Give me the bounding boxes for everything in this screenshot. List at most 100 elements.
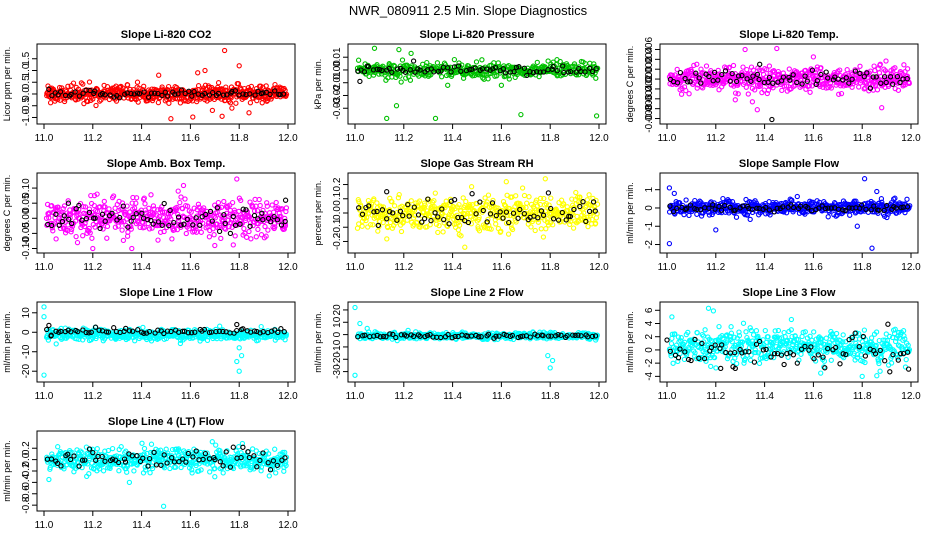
data-point xyxy=(216,328,223,334)
panel-3: Slope Li-820 Temp.degrees C per min.11.0… xyxy=(625,29,921,144)
data-point xyxy=(389,69,395,75)
data-point xyxy=(188,209,194,215)
data-point xyxy=(814,64,821,70)
data-point xyxy=(744,66,750,73)
data-point xyxy=(582,69,588,75)
data-point xyxy=(519,185,526,191)
x-tick-label: 11.0 xyxy=(658,262,677,273)
data-point xyxy=(165,93,171,99)
data-point xyxy=(384,216,390,222)
data-point xyxy=(674,80,681,86)
data-point xyxy=(538,226,544,232)
data-point xyxy=(164,328,171,334)
data-point xyxy=(739,72,745,79)
data-point xyxy=(120,237,127,244)
data-point xyxy=(111,325,117,331)
x-tick-label: 12.0 xyxy=(278,391,298,402)
data-point xyxy=(484,219,490,225)
panel-title: Slope Sample Flow xyxy=(739,158,840,170)
data-point xyxy=(480,222,487,228)
data-point xyxy=(354,225,361,231)
outlier-point xyxy=(202,67,208,74)
data-point xyxy=(68,226,75,233)
outlier-point xyxy=(41,314,47,320)
data-point xyxy=(209,89,216,96)
data-point xyxy=(269,202,275,208)
data-point xyxy=(864,70,870,76)
panel-frame xyxy=(36,43,296,125)
y-tick-label: -4 xyxy=(644,371,655,380)
data-point xyxy=(263,233,269,239)
data-point xyxy=(103,329,110,335)
outlier-point xyxy=(545,352,551,359)
data-point xyxy=(564,333,570,339)
x-tick-label: 11.2 xyxy=(706,262,725,273)
y-tick-label: 1 xyxy=(644,186,655,192)
data-point xyxy=(403,75,409,81)
outlier-point xyxy=(769,116,775,123)
data-point xyxy=(140,324,146,331)
data-point xyxy=(268,219,274,225)
data-point xyxy=(99,211,106,217)
data-point xyxy=(448,69,454,75)
y-tick-label: -0.05 xyxy=(21,222,32,245)
data-point xyxy=(135,99,141,105)
data-point xyxy=(195,201,202,207)
data-point xyxy=(424,332,431,339)
data-point xyxy=(787,77,793,83)
data-point xyxy=(703,63,710,69)
data-point xyxy=(587,65,593,71)
x-tick-label: 11.6 xyxy=(492,262,511,273)
data-point xyxy=(904,76,910,82)
outlier-point xyxy=(234,358,240,365)
panel-title: Slope Line 2 Flow xyxy=(431,287,524,299)
y-tick-label: -2 xyxy=(644,358,655,367)
data-point xyxy=(258,323,264,330)
outlier-point xyxy=(732,97,738,103)
data-point xyxy=(272,327,278,333)
y-tick-label: 0 xyxy=(644,205,655,211)
data-point xyxy=(79,217,85,223)
data-point xyxy=(819,203,825,209)
panel-title: Slope Gas Stream RH xyxy=(420,158,533,170)
data-point xyxy=(673,342,680,348)
data-point xyxy=(846,80,852,86)
data-point xyxy=(533,69,540,75)
data-point xyxy=(884,202,890,209)
outlier-point xyxy=(393,103,400,109)
data-point xyxy=(228,219,234,226)
data-point xyxy=(422,202,428,208)
data-point xyxy=(145,94,152,100)
data-point xyxy=(503,73,509,79)
data-point xyxy=(356,205,362,211)
data-point xyxy=(545,58,551,64)
data-point xyxy=(126,328,133,334)
data-point xyxy=(142,224,148,230)
data-point xyxy=(802,73,808,79)
data-point xyxy=(476,216,482,223)
data-point xyxy=(195,83,202,89)
data-point xyxy=(169,96,176,102)
data-point xyxy=(397,73,403,79)
data-point xyxy=(161,200,167,207)
data-point xyxy=(856,84,862,90)
outlier-point xyxy=(212,242,218,249)
y-tick-label: -30 xyxy=(332,364,343,379)
outlier-point xyxy=(236,345,242,351)
data-point xyxy=(467,66,473,73)
data-point xyxy=(62,328,69,335)
data-point xyxy=(852,68,859,74)
data-point xyxy=(397,208,404,214)
data-point xyxy=(720,78,726,85)
data-point xyxy=(670,73,676,79)
outlier-point xyxy=(352,304,358,311)
data-point xyxy=(227,230,234,237)
data-point xyxy=(723,65,730,71)
data-point xyxy=(73,218,79,224)
data-point xyxy=(76,93,83,99)
y-tick-label: -10 xyxy=(332,339,343,354)
data-point xyxy=(175,217,182,224)
data-point xyxy=(571,206,577,213)
